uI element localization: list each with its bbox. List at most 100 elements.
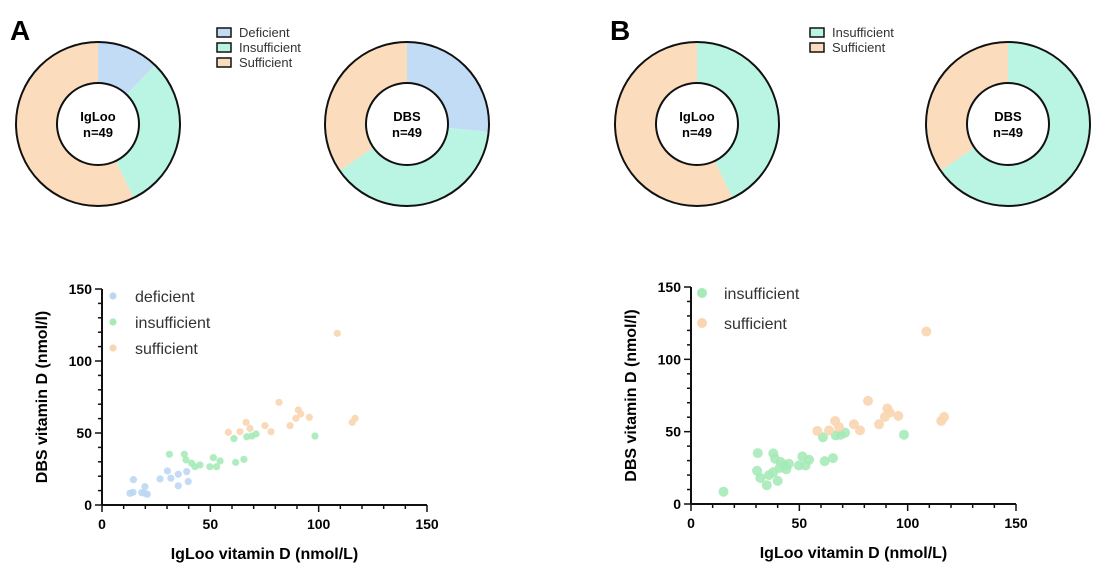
data-point-sufficient xyxy=(224,428,232,436)
data-point-insufficient xyxy=(213,463,221,471)
x-tick-label: 50 xyxy=(792,515,808,531)
data-point-deficient xyxy=(163,467,172,475)
legend-swatch-sufficient xyxy=(809,42,825,53)
donut-slice-deficient xyxy=(407,42,489,132)
panel-label-a: A xyxy=(10,15,30,46)
x-tick-label: 150 xyxy=(1004,515,1028,531)
data-point-sufficient xyxy=(884,407,895,418)
donut-inner-ring xyxy=(655,82,739,166)
donut-slice-insufficient xyxy=(115,65,181,198)
x-axis-label: IgLoo vitamin D (nmol/L) xyxy=(171,546,359,563)
data-point-insufficient xyxy=(165,450,173,458)
data-point-insufficient xyxy=(772,475,783,486)
data-point-insufficient xyxy=(755,472,766,483)
data-point-insufficient xyxy=(752,448,763,459)
legend-label-sufficient: Sufficient xyxy=(832,40,886,55)
data-point-deficient xyxy=(184,477,192,486)
data-point-deficient xyxy=(174,482,182,490)
donut-slice-sufficient xyxy=(925,42,1008,171)
data-point-insufficient xyxy=(827,453,838,464)
data-point-insufficient xyxy=(216,457,224,465)
y-tick-label: 150 xyxy=(658,279,682,295)
x-tick-label: 0 xyxy=(687,515,695,531)
donut-slice-sufficient xyxy=(325,42,407,171)
data-point-sufficient xyxy=(833,422,844,433)
x-tick-label: 0 xyxy=(98,516,106,532)
donut-center-count: n=49 xyxy=(83,125,113,140)
legend-marker-sufficient xyxy=(109,344,117,352)
donut-inner-ring xyxy=(365,82,449,166)
data-point-sufficient xyxy=(921,326,932,337)
data-point-insufficient xyxy=(252,430,260,438)
data-point-sufficient xyxy=(267,428,275,436)
data-point-sufficient xyxy=(236,428,244,436)
legend-label-sufficient: Sufficient xyxy=(239,55,293,70)
data-point-insufficient xyxy=(196,461,204,469)
data-point-sufficient xyxy=(286,422,294,430)
y-tick-label: 50 xyxy=(76,425,92,441)
legend-swatch-insufficient xyxy=(216,42,232,53)
legend-label-insufficient: Insufficient xyxy=(239,40,301,55)
data-point-deficient xyxy=(129,476,138,484)
data-point-sufficient xyxy=(297,410,305,418)
y-tick-label: 0 xyxy=(84,497,92,513)
data-point-sufficient xyxy=(863,395,874,406)
x-tick-label: 100 xyxy=(307,516,331,532)
data-point-sufficient xyxy=(242,418,250,426)
data-point-insufficient xyxy=(311,432,319,440)
donut-outer-ring xyxy=(925,41,1091,207)
data-point-deficient xyxy=(129,488,137,496)
data-point-sufficient xyxy=(939,411,950,422)
data-point-deficient xyxy=(156,475,164,483)
y-tick-label: 150 xyxy=(69,281,93,297)
legend-marker-insufficient xyxy=(109,318,117,326)
legend-marker-deficient xyxy=(109,292,117,300)
data-point-insufficient xyxy=(180,450,188,458)
donut-center-title: IgLoo xyxy=(80,109,115,124)
data-point-sufficient xyxy=(874,419,885,430)
donut-center-title: DBS xyxy=(393,109,421,124)
donut-center-title: IgLoo xyxy=(679,109,714,124)
data-point-sufficient xyxy=(893,410,904,421)
data-point-deficient xyxy=(141,482,149,491)
data-point-sufficient xyxy=(261,422,269,430)
data-point-deficient xyxy=(174,470,182,478)
scatter-plot-a: 0 50 100 150 0 50 100 150 IgLoo vitamin D (nmol/… xyxy=(34,281,439,563)
donut-center-count: n=49 xyxy=(392,125,422,140)
donut-inner-ring xyxy=(966,82,1050,166)
data-point-deficient xyxy=(143,490,151,498)
legend-marker-sufficient xyxy=(697,318,707,328)
data-point-insufficient xyxy=(209,454,217,462)
data-point-insufficient xyxy=(206,463,214,471)
legend-label-deficient: Deficient xyxy=(239,25,290,40)
donut-center-count: n=49 xyxy=(993,125,1023,140)
data-point-insufficient xyxy=(230,435,238,443)
x-tick-label: 150 xyxy=(415,516,439,532)
data-point-deficient xyxy=(183,467,191,476)
y-tick-label: 100 xyxy=(69,353,93,369)
data-point-insufficient xyxy=(761,480,772,491)
y-tick-label: 0 xyxy=(673,496,681,512)
x-axis-label: IgLoo vitamin D (nmol/L) xyxy=(760,545,948,562)
legend-label-insufficient: insufficient xyxy=(724,286,800,303)
data-point-deficient xyxy=(167,474,175,482)
data-point-sufficient xyxy=(246,424,254,432)
legend-label-sufficient: sufficient xyxy=(724,316,787,333)
data-point-sufficient xyxy=(848,419,859,430)
legend-label-sufficient: sufficient xyxy=(135,341,198,358)
data-point-sufficient xyxy=(305,413,313,421)
donut-center-count: n=49 xyxy=(682,125,712,140)
legend-label-deficient: deficient xyxy=(135,289,195,306)
donut-slice-insufficient xyxy=(940,42,1091,207)
data-point-insufficient xyxy=(898,429,909,440)
data-point-sufficient xyxy=(855,425,865,436)
x-tick-label: 50 xyxy=(203,516,219,532)
donut-outer-ring xyxy=(324,41,490,207)
legend-swatch-sufficient xyxy=(216,57,232,68)
donut-inner-ring xyxy=(56,82,140,166)
data-point-sufficient xyxy=(812,425,823,436)
data-point-sufficient xyxy=(333,329,341,337)
